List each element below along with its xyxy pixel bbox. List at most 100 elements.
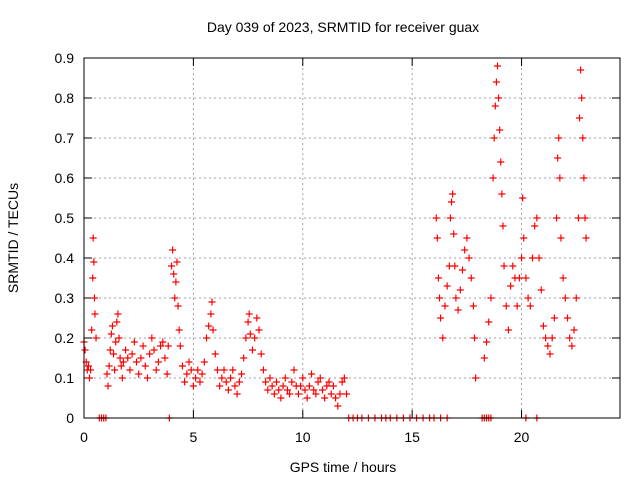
x-tick-label: 20 (514, 429, 530, 445)
data-point (222, 378, 230, 386)
data-point (88, 326, 96, 334)
data-point (213, 366, 221, 374)
data-point (465, 254, 473, 262)
data-point (314, 378, 322, 386)
data-point (436, 294, 444, 302)
data-point (554, 154, 562, 162)
data-point (218, 374, 226, 382)
data-point (117, 362, 125, 370)
data-point (329, 382, 337, 390)
data-point (91, 310, 99, 318)
data-point (301, 386, 309, 394)
data-point (159, 338, 167, 346)
data-point (334, 402, 342, 410)
y-axis-label: SRMTID / TECUs (5, 183, 21, 293)
data-point (130, 338, 138, 346)
data-point (520, 234, 528, 242)
data-point (467, 274, 475, 282)
data-point (91, 294, 99, 302)
data-point (526, 302, 534, 310)
data-point (200, 358, 208, 366)
data-point (141, 362, 149, 370)
y-tick-label: 0.2 (55, 330, 75, 346)
data-point (198, 370, 206, 378)
data-point (277, 394, 285, 402)
data-point (461, 246, 469, 254)
data-point (568, 342, 576, 350)
data-point (115, 334, 123, 342)
data-point (118, 374, 126, 382)
data-point (537, 286, 545, 294)
data-point (89, 234, 97, 242)
data-point (497, 158, 505, 166)
data-point (266, 374, 274, 382)
data-point (187, 366, 195, 374)
data-point (231, 382, 239, 390)
data-point (174, 302, 182, 310)
data-point (135, 370, 143, 378)
data-point (498, 190, 506, 198)
data-point (557, 234, 565, 242)
data-point (178, 362, 186, 370)
data-point (262, 378, 270, 386)
data-point (308, 370, 316, 378)
data-point (107, 330, 115, 338)
data-point (116, 354, 124, 362)
data-point (203, 334, 211, 342)
data-point (126, 366, 134, 374)
data-point (542, 334, 550, 342)
data-point (185, 358, 193, 366)
data-point (487, 294, 495, 302)
data-point (294, 390, 302, 398)
data-point (183, 370, 191, 378)
data-point (303, 394, 311, 402)
data-point (251, 334, 259, 342)
x-axis-label: GPS time / hours (290, 459, 397, 475)
data-point (286, 390, 294, 398)
y-tick-labels: 0 0.1 0.2 0.3 0.4 0.5 0.6 0.7 0.8 0.9 (55, 50, 75, 426)
data-point (273, 378, 281, 386)
data-point (268, 382, 276, 390)
tick-marks (83, 57, 620, 419)
data-point (196, 378, 204, 386)
data-point (279, 382, 287, 390)
data-point (270, 390, 278, 398)
data-point (281, 374, 289, 382)
data-point (432, 214, 440, 222)
data-point (450, 230, 458, 238)
data-point (446, 214, 454, 222)
data-point (192, 374, 200, 382)
data-point (491, 102, 499, 110)
data-point (229, 366, 237, 374)
plot-frame (83, 57, 621, 419)
data-point (443, 282, 451, 290)
data-point (194, 366, 202, 374)
data-point (539, 322, 547, 330)
data-point (535, 254, 543, 262)
data-point (561, 294, 569, 302)
data-point (553, 214, 561, 222)
data-point (451, 262, 459, 270)
data-point (325, 378, 333, 386)
data-points (80, 62, 590, 422)
data-point (452, 294, 460, 302)
data-point (316, 374, 324, 382)
data-point (566, 334, 574, 342)
data-point (172, 278, 180, 286)
y-tick-label: 0.4 (55, 250, 75, 266)
data-point (518, 254, 526, 262)
data-point (114, 310, 122, 318)
data-point (550, 314, 558, 322)
data-point (146, 350, 154, 358)
y-tick-label: 0.7 (55, 130, 75, 146)
data-point (154, 358, 162, 366)
data-point (139, 342, 147, 350)
data-point (259, 366, 267, 374)
data-point (171, 294, 179, 302)
data-point (493, 62, 501, 70)
data-point (574, 214, 582, 222)
data-point (288, 378, 296, 386)
data-point (227, 374, 235, 382)
data-point (480, 354, 488, 362)
